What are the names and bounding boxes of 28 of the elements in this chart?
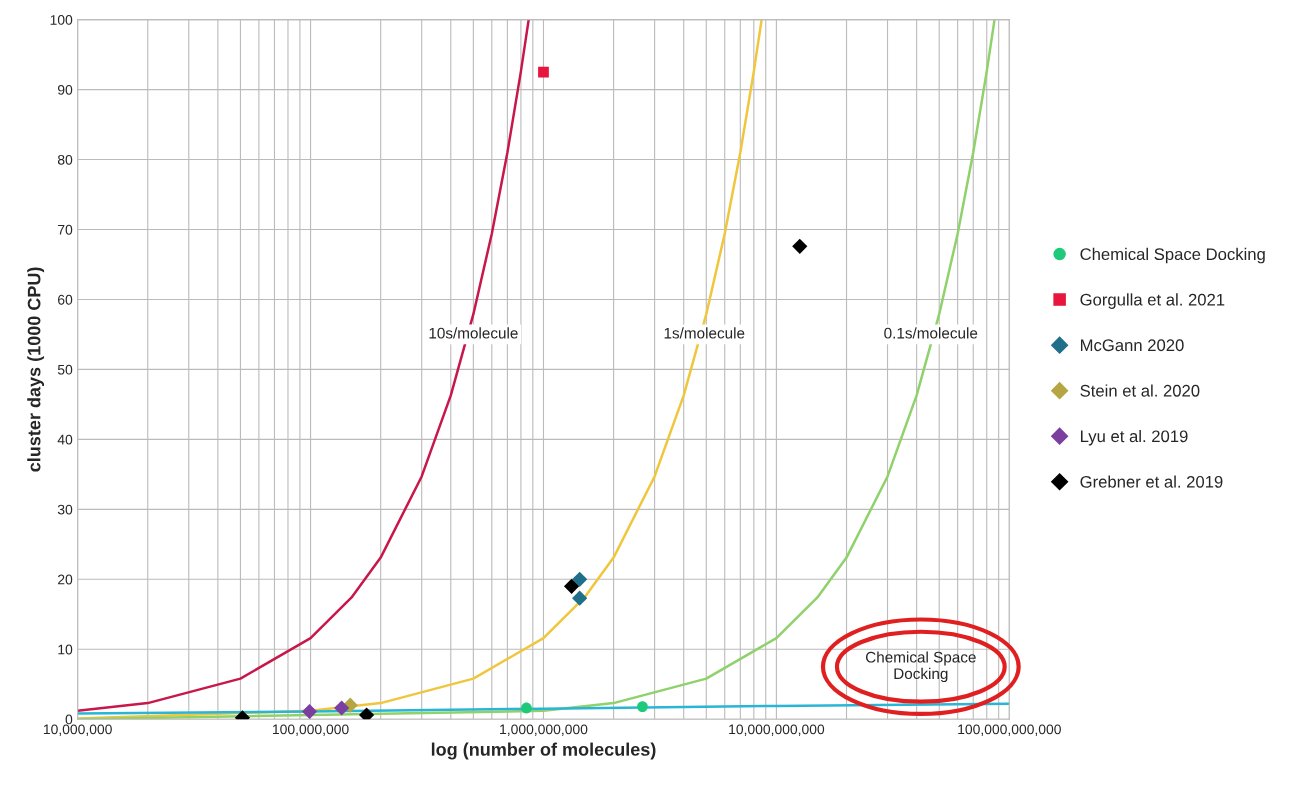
legend-label: Grebner et al. 2019	[1080, 475, 1223, 488]
x-tick-label: 1,000,000,000	[500, 724, 588, 736]
legend-label: Gorgulla et al. 2021	[1080, 293, 1225, 309]
x-tick-label: 100,000,000,000	[958, 724, 1061, 736]
y-tick-label: 100	[50, 14, 73, 25]
y-tick-label: 70	[58, 224, 73, 235]
y-tick-label: 40	[57, 434, 73, 445]
annotation: 0.1s/molecule	[884, 327, 978, 339]
y-tick-label: 30	[57, 504, 73, 515]
y-tick-label: 10	[58, 644, 73, 655]
x-tick-label: 10,000,000	[43, 724, 112, 736]
x-tick-label: 10,000,000,000	[729, 724, 825, 736]
legend-label: Lyu et al. 2019	[1080, 429, 1188, 446]
y-tick-label: 60	[58, 294, 73, 305]
legend-label: Stein et al. 2020	[1080, 384, 1200, 397]
y-axis-title: cluster days (1000 CPU)	[27, 267, 45, 472]
x-tick-label: 100,000,000	[273, 724, 349, 736]
annotation: 10s/molecule	[429, 327, 518, 339]
y-tick-label: 0	[65, 714, 73, 725]
annotation: 1s/molecule	[664, 327, 745, 339]
annotation: Chemical Space Docking	[865, 651, 976, 683]
x-axis-title: log (number of molecules)	[431, 742, 656, 760]
y-tick-label: 80	[57, 154, 73, 165]
y-tick-label: 50	[57, 364, 73, 375]
legend-label: Chemical Space Docking	[1080, 247, 1265, 264]
y-tick-label: 90	[57, 84, 73, 95]
legend-label: McGann 2020	[1080, 339, 1184, 352]
y-tick-label: 20	[58, 574, 73, 585]
